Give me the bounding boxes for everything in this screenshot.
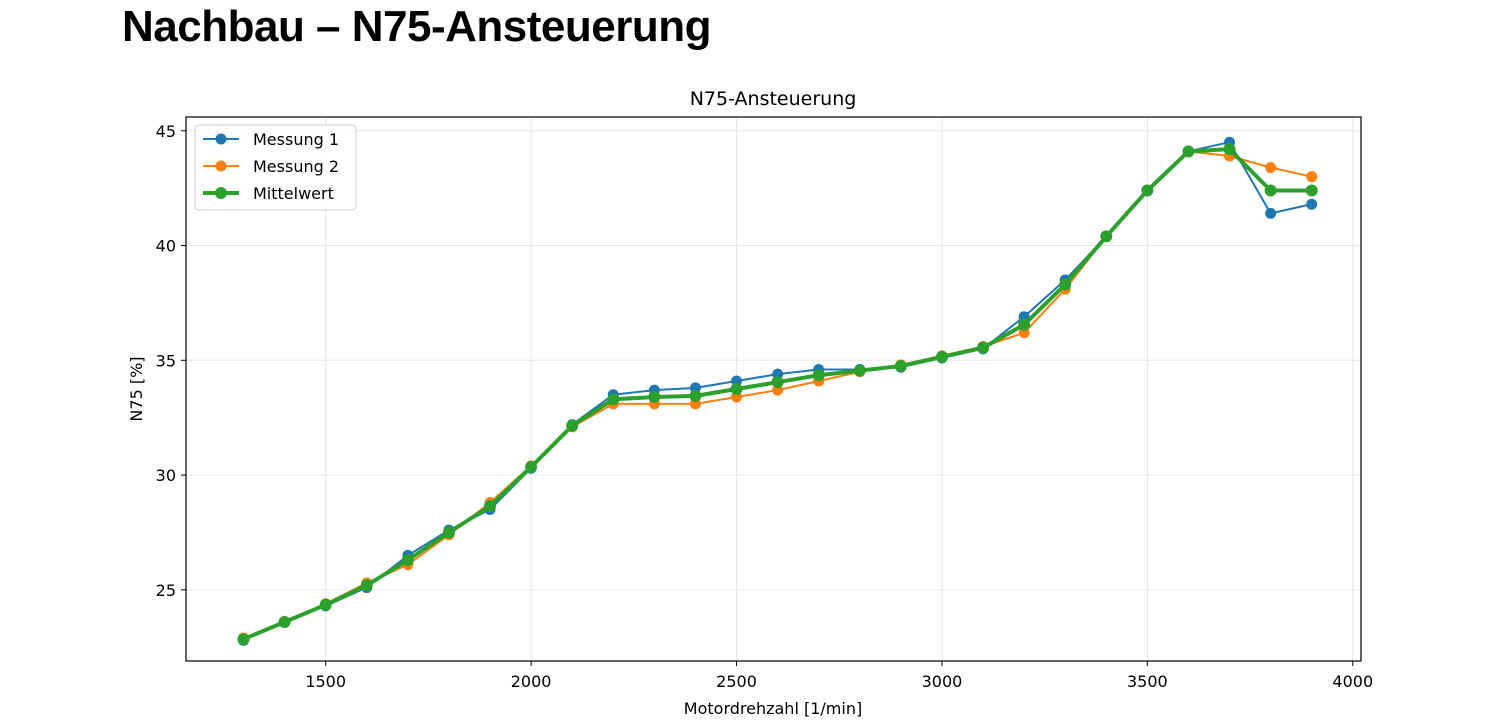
data-point — [484, 500, 497, 513]
data-point — [1305, 184, 1318, 197]
y-tick-label: 35 — [156, 351, 176, 370]
series-mittelwert — [237, 143, 1318, 646]
legend-item: Messung 2 — [203, 157, 339, 176]
data-point — [1264, 184, 1277, 197]
page-title: Nachbau – N75-Ansteuerung — [122, 2, 711, 51]
data-point — [648, 391, 661, 404]
data-point — [730, 383, 743, 395]
x-tick-label: 2500 — [716, 672, 757, 691]
data-point — [1265, 161, 1277, 173]
x-tick-label: 4000 — [1332, 672, 1373, 691]
data-point — [278, 615, 291, 628]
data-point — [607, 393, 620, 406]
chart-title: N75-Ansteuerung — [690, 88, 857, 110]
data-point — [360, 579, 373, 592]
data-point — [566, 419, 579, 432]
y-tick-label: 45 — [156, 122, 176, 141]
data-point — [1306, 171, 1318, 183]
x-tick-label: 3000 — [922, 672, 963, 691]
data-point — [1141, 184, 1154, 197]
data-point — [689, 389, 702, 402]
y-tick-label: 25 — [156, 581, 176, 600]
x-axis-ticks: 1500 2000 2500 3000 3500 4000 — [305, 661, 1373, 691]
y-tick-label: 40 — [156, 237, 176, 256]
y-tick-label: 30 — [156, 466, 176, 485]
data-point — [1100, 230, 1113, 243]
data-point — [319, 598, 332, 611]
legend-label: Mittelwert — [253, 184, 334, 203]
legend-item: Messung 1 — [203, 130, 339, 149]
series-group — [237, 136, 1318, 646]
y-axis-label: N75 [%] — [127, 356, 146, 421]
data-point — [525, 461, 538, 474]
data-point — [771, 376, 784, 389]
legend-swatch-marker — [215, 133, 227, 145]
legend-swatch-marker — [215, 160, 227, 172]
data-point — [812, 369, 825, 382]
data-point — [1223, 143, 1236, 156]
data-point — [1265, 207, 1277, 219]
data-point — [935, 350, 948, 363]
data-point — [853, 364, 866, 377]
legend-box — [194, 124, 357, 211]
data-point — [237, 633, 250, 646]
legend: Messung 1 Messung 2 Mittelwert — [194, 124, 357, 211]
legend-item: Mittelwert — [203, 184, 334, 203]
data-point — [1306, 198, 1318, 210]
legend-swatch-marker — [215, 187, 227, 199]
data-point — [977, 341, 990, 354]
data-point — [442, 526, 455, 539]
data-point — [1059, 278, 1072, 291]
x-tick-label: 1500 — [305, 672, 346, 691]
plot-frame — [185, 116, 1362, 662]
data-point — [894, 360, 907, 373]
x-axis-label: Motordrehzahl [1/min] — [684, 699, 862, 718]
data-point — [1018, 318, 1031, 331]
series-messung-2 — [238, 145, 1318, 644]
legend-label: Messung 2 — [253, 157, 339, 176]
x-tick-label: 3500 — [1127, 672, 1168, 691]
y-axis-ticks: 25 30 35 40 45 — [156, 122, 186, 600]
x-tick-label: 2000 — [511, 672, 552, 691]
data-point — [1182, 145, 1195, 158]
data-point — [401, 554, 414, 567]
legend-label: Messung 1 — [253, 130, 339, 149]
